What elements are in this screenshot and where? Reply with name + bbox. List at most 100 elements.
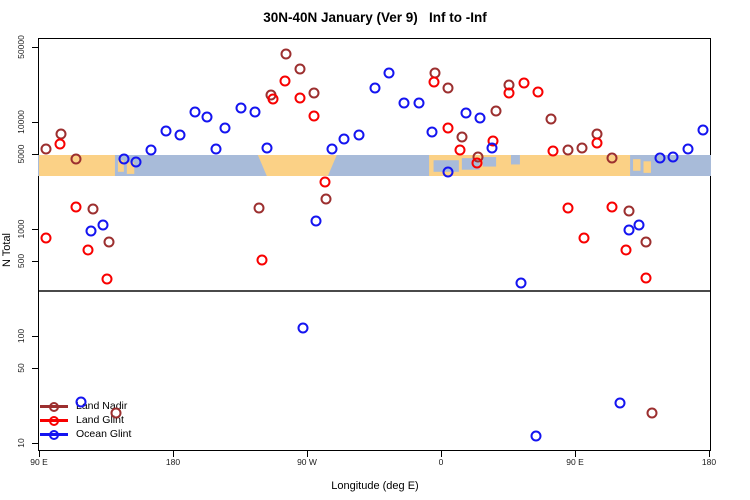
data-point-land-glint xyxy=(532,86,544,98)
data-point-ocean-glint xyxy=(667,151,679,163)
y-tick-label: 10000 xyxy=(16,110,26,134)
y-tick-label: 500 xyxy=(16,254,26,269)
caspian-sea xyxy=(510,155,520,165)
data-point-land-glint xyxy=(606,201,618,213)
data-point-land-nadir xyxy=(442,82,454,94)
y-tick-label: 10 xyxy=(16,438,26,448)
data-point-ocean-glint xyxy=(235,102,247,114)
data-point-land-nadir xyxy=(545,113,557,125)
data-point-land-glint xyxy=(547,145,559,157)
y-tick xyxy=(32,335,38,337)
data-point-land-glint xyxy=(591,137,603,149)
x-tick-label: 180 xyxy=(701,457,717,467)
data-point-land-glint xyxy=(279,75,291,87)
data-point-land-nadir xyxy=(280,48,292,60)
data-point-ocean-glint xyxy=(219,122,231,134)
land-rect xyxy=(117,160,124,172)
x-tick xyxy=(708,451,710,457)
y-tick-label: 100 xyxy=(16,328,26,344)
data-point-land-nadir xyxy=(253,202,265,214)
y-tick-label: 50000 xyxy=(16,35,26,60)
legend-row-land-nadir: Land Nadir xyxy=(40,399,170,413)
x-tick-label: 0 xyxy=(438,457,444,467)
data-point-land-nadir xyxy=(606,152,618,164)
land-rect xyxy=(126,162,135,174)
data-point-land-nadir xyxy=(40,143,52,155)
data-point-land-glint xyxy=(442,122,454,134)
data-point-land-glint xyxy=(267,93,279,105)
data-point-land-glint xyxy=(82,244,94,256)
data-point-land-nadir xyxy=(646,407,658,419)
data-point-ocean-glint xyxy=(174,129,186,141)
data-point-land-nadir xyxy=(70,153,82,165)
data-point-land-nadir xyxy=(490,105,502,117)
data-point-ocean-glint xyxy=(682,143,694,155)
data-point-ocean-glint xyxy=(210,143,222,155)
data-point-land-glint xyxy=(503,87,515,99)
data-point-ocean-glint xyxy=(353,129,365,141)
x-tick-label: 90 E xyxy=(566,457,584,467)
data-point-land-glint xyxy=(578,232,590,244)
north-america-landmass xyxy=(257,155,337,176)
data-point-land-glint xyxy=(454,144,466,156)
x-tick xyxy=(574,451,576,457)
y-tick xyxy=(32,260,38,262)
y-tick xyxy=(32,367,38,369)
land-rect xyxy=(633,159,641,171)
panel-divider-line xyxy=(39,290,710,292)
data-point-land-glint xyxy=(518,77,530,89)
data-point-ocean-glint xyxy=(369,82,381,94)
data-point-ocean-glint xyxy=(474,112,486,124)
data-point-ocean-glint xyxy=(85,225,97,237)
x-tick xyxy=(306,451,308,457)
data-point-land-nadir xyxy=(308,87,320,99)
ocean-glint-marker-icon xyxy=(40,429,68,440)
y-tick-label: 1000 xyxy=(16,219,26,239)
data-point-land-nadir xyxy=(576,142,588,154)
data-point-land-glint xyxy=(562,202,574,214)
data-point-ocean-glint xyxy=(398,97,410,109)
data-point-land-glint xyxy=(256,254,268,266)
data-point-ocean-glint xyxy=(261,142,273,154)
y-tick xyxy=(32,46,38,48)
x-axis-title: Longitude (deg E) xyxy=(331,480,419,492)
chart-title: 30N-40N January (Ver 9) Inf to -Inf xyxy=(263,10,487,25)
data-point-ocean-glint xyxy=(426,126,438,138)
y-tick xyxy=(32,121,38,123)
data-point-ocean-glint xyxy=(160,125,172,137)
data-point-ocean-glint xyxy=(338,133,350,145)
legend: Land Nadir Land Glint Ocean Glint xyxy=(40,399,170,441)
data-point-ocean-glint xyxy=(189,106,201,118)
data-point-ocean-glint xyxy=(310,215,322,227)
data-point-land-nadir xyxy=(103,236,115,248)
legend-row-land-glint: Land Glint xyxy=(40,413,170,427)
y-tick-label: 5000 xyxy=(16,144,26,164)
data-point-land-glint xyxy=(101,273,113,285)
mediterranean-east xyxy=(461,158,480,170)
land-rect xyxy=(39,155,115,176)
data-point-ocean-glint xyxy=(614,397,626,409)
x-tick-label: 180 xyxy=(165,457,181,467)
data-point-land-nadir xyxy=(640,236,652,248)
data-point-ocean-glint xyxy=(118,153,130,165)
data-point-ocean-glint xyxy=(130,156,142,168)
x-tick-label: 90 W xyxy=(297,457,317,467)
data-point-land-glint xyxy=(319,176,331,188)
land-glint-marker-icon xyxy=(40,415,68,426)
data-point-land-glint xyxy=(428,76,440,88)
data-point-ocean-glint xyxy=(201,111,213,123)
data-point-ocean-glint xyxy=(413,97,425,109)
data-point-land-glint xyxy=(40,232,52,244)
data-point-land-nadir xyxy=(562,144,574,156)
legend-row-ocean-glint: Ocean Glint xyxy=(40,427,170,441)
data-point-land-glint xyxy=(70,201,82,213)
land-rect xyxy=(643,161,651,173)
data-point-ocean-glint xyxy=(249,106,261,118)
data-point-land-nadir xyxy=(110,407,122,419)
data-point-ocean-glint xyxy=(442,166,454,178)
x-tick-label: 90 E xyxy=(30,457,48,467)
data-point-ocean-glint xyxy=(460,107,472,119)
y-axis-title: N Total xyxy=(1,232,13,268)
plot-area xyxy=(38,38,711,451)
